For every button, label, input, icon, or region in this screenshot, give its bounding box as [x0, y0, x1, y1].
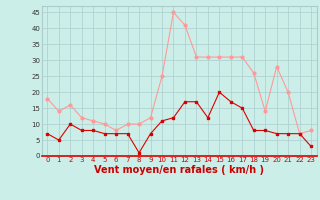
- X-axis label: Vent moyen/en rafales ( km/h ): Vent moyen/en rafales ( km/h ): [94, 165, 264, 175]
